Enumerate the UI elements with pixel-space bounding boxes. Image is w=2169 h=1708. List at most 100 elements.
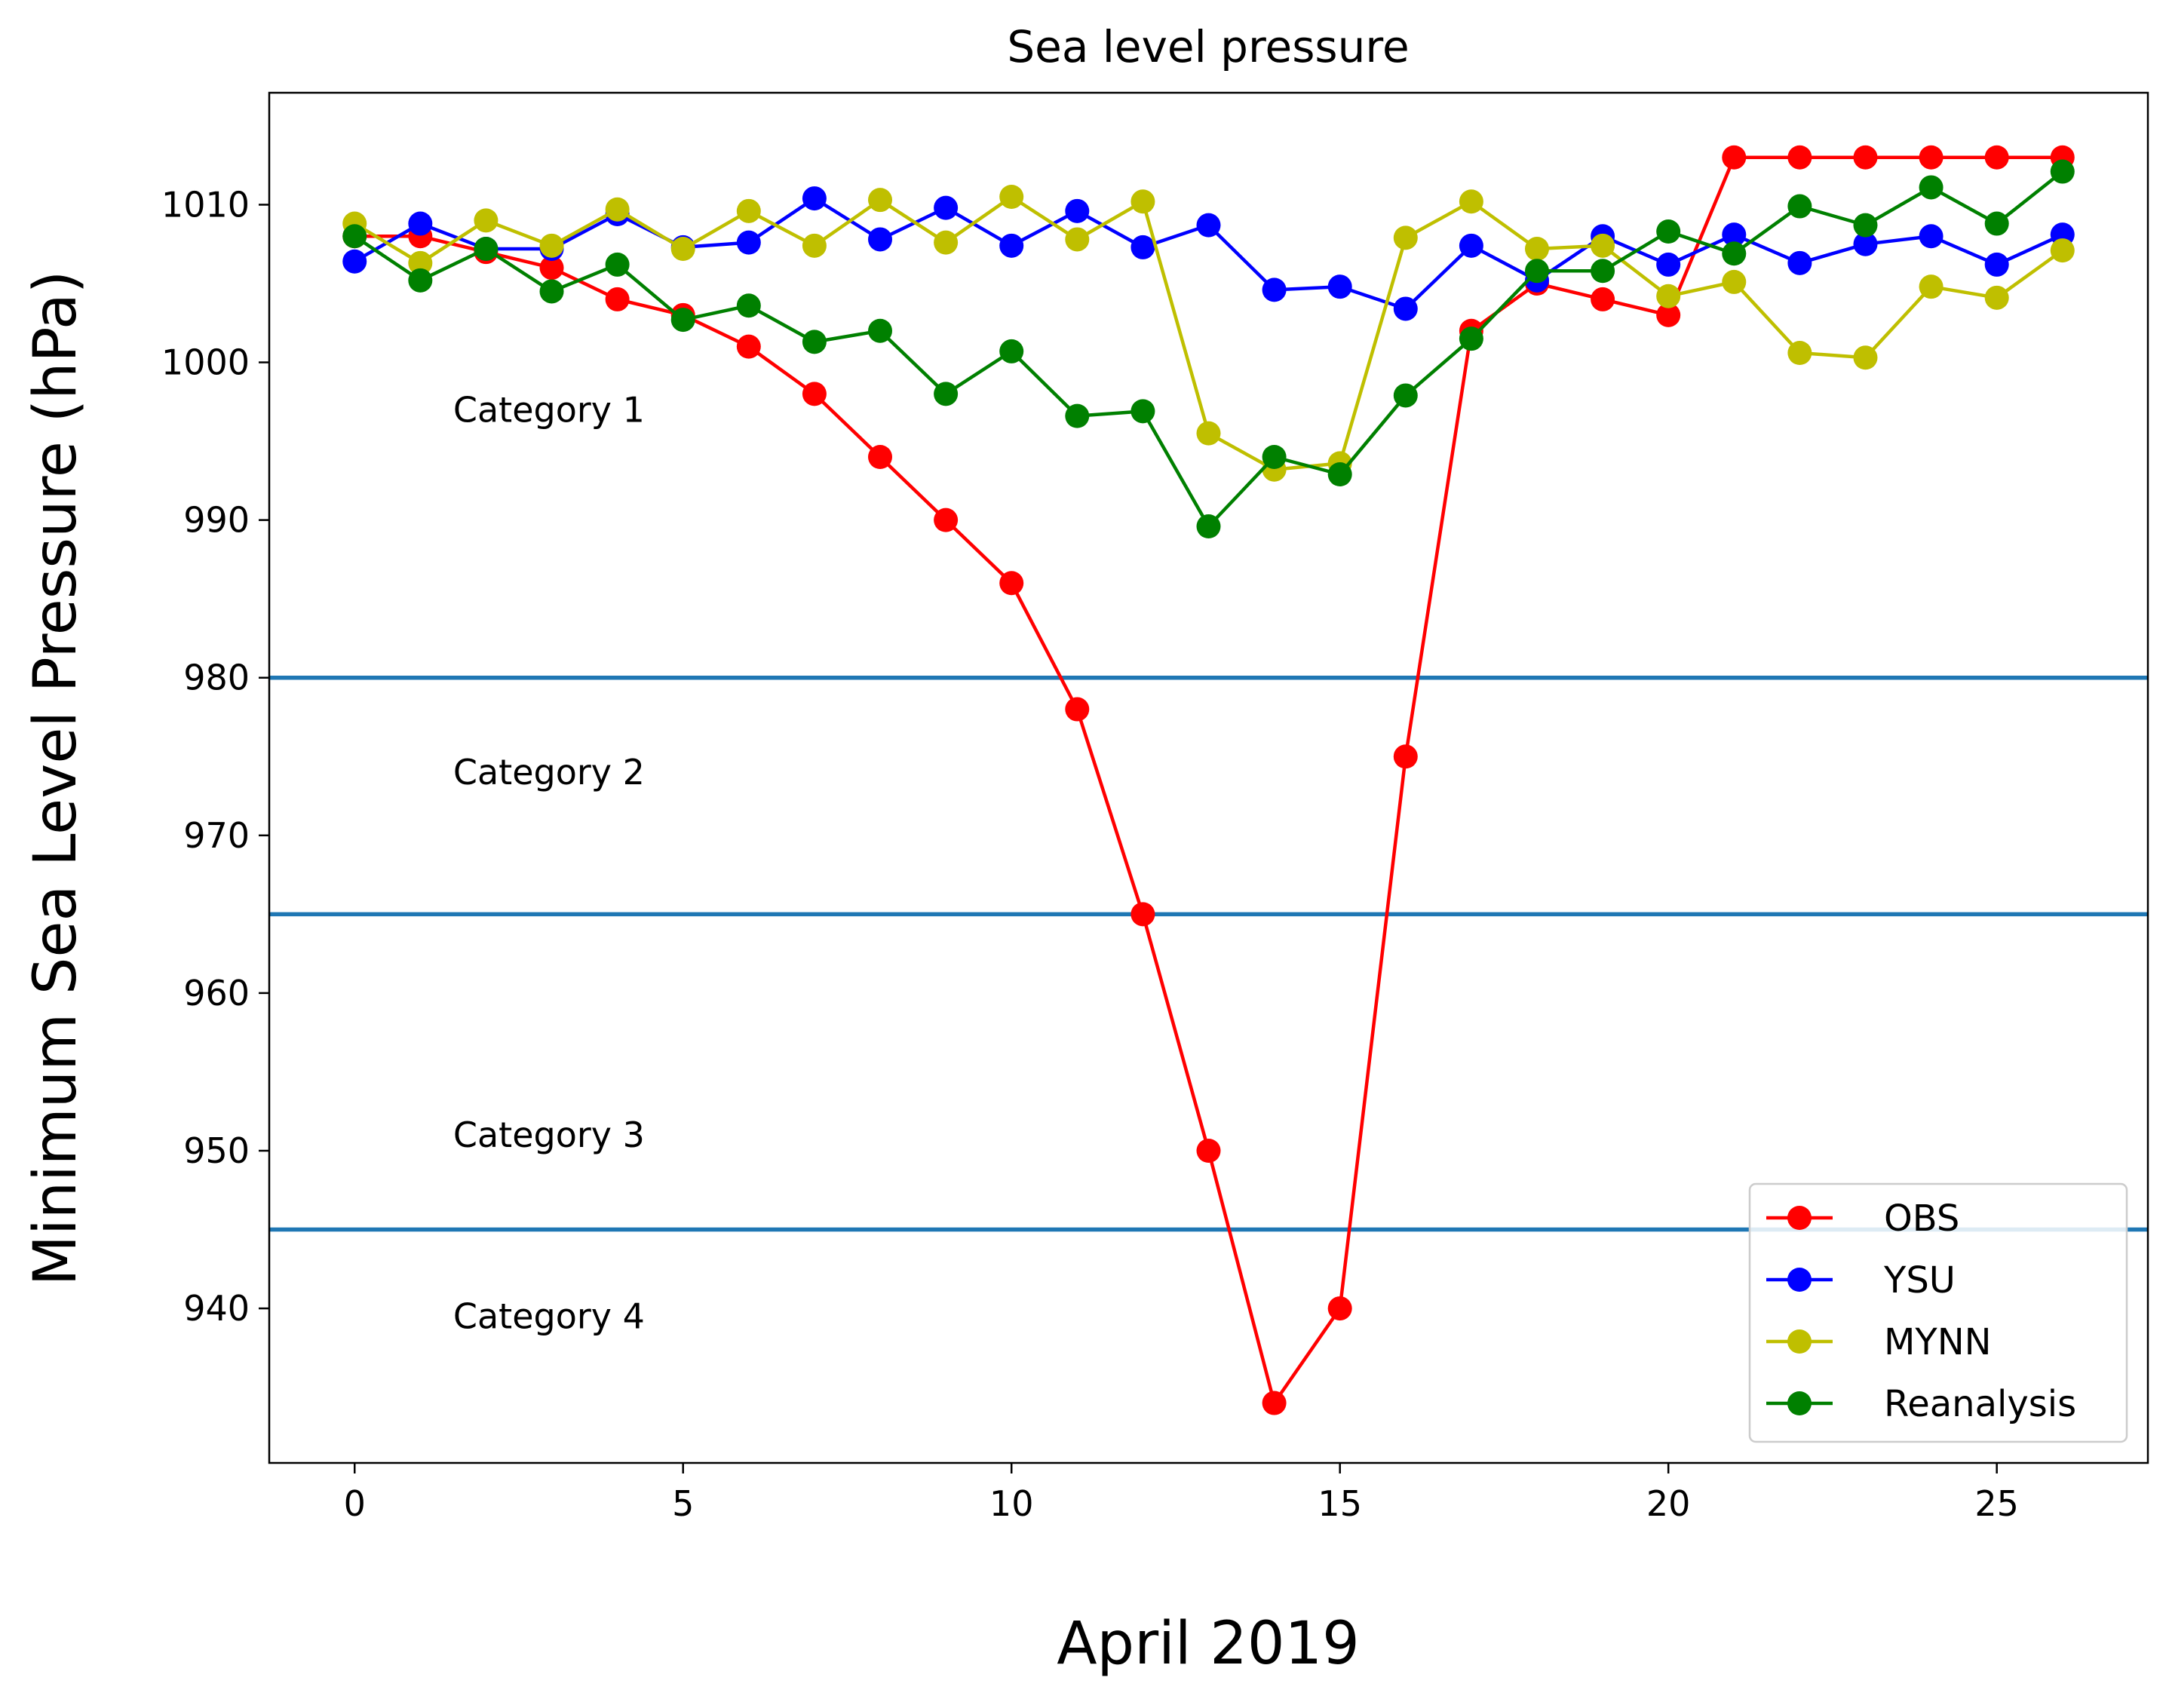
legend-marker-ysu bbox=[1787, 1268, 1812, 1292]
data-point-reanalysis bbox=[408, 268, 433, 293]
data-point-reanalysis bbox=[1065, 403, 1090, 428]
data-point-obs bbox=[1853, 145, 1878, 170]
data-point-ysu bbox=[1131, 235, 1155, 259]
data-point-reanalysis bbox=[670, 308, 695, 333]
x-tick-label: 10 bbox=[989, 1483, 1034, 1524]
data-point-ysu bbox=[1919, 224, 1944, 249]
data-point-reanalysis bbox=[1853, 213, 1878, 238]
data-point-obs bbox=[1984, 145, 2009, 170]
legend-box bbox=[1748, 1182, 2128, 1443]
data-point-reanalysis bbox=[802, 330, 827, 354]
category-annotations: Category 1 Category 2 Category 3 Category 4 bbox=[453, 389, 645, 1336]
data-point-mynn bbox=[1919, 274, 1944, 299]
axes-frame bbox=[268, 91, 2149, 1464]
data-point-mynn bbox=[1591, 233, 1615, 258]
data-point-mynn bbox=[1524, 237, 1549, 261]
data-point-obs bbox=[539, 256, 564, 281]
y-tick-label: 940 bbox=[183, 1288, 250, 1329]
data-point-obs bbox=[999, 571, 1024, 596]
data-point-reanalysis bbox=[1524, 259, 1549, 284]
data-point-ysu bbox=[736, 230, 761, 255]
data-point-mynn bbox=[2050, 238, 2075, 263]
chart-title: Sea level pressure bbox=[1007, 21, 1409, 72]
data-point-ysu bbox=[1459, 233, 1483, 258]
data-point-reanalysis bbox=[1262, 445, 1287, 469]
data-point-ysu bbox=[1656, 252, 1681, 277]
data-point-reanalysis bbox=[474, 237, 499, 261]
y-tick-label: 970 bbox=[183, 815, 250, 856]
axis-ticks: 0 5 10 15 20 25 940 950 960 970 980 990 1000 1010 bbox=[161, 184, 2019, 1524]
x-tick-label: 15 bbox=[1318, 1483, 1362, 1524]
y-tick-label: 1000 bbox=[161, 342, 250, 383]
data-point-mynn bbox=[1853, 345, 1878, 370]
category-label: Category 2 bbox=[453, 752, 645, 793]
data-point-reanalysis bbox=[1459, 327, 1483, 351]
legend-label-reanalysis: Reanalysis bbox=[1884, 1383, 2076, 1425]
y-tick-label: 950 bbox=[183, 1130, 250, 1171]
data-point-mynn bbox=[1787, 341, 1812, 365]
data-point-ysu bbox=[408, 211, 433, 236]
data-point-obs bbox=[1131, 902, 1155, 927]
data-point-obs bbox=[1787, 145, 1812, 170]
data-point-mynn bbox=[408, 250, 433, 275]
data-point-mynn bbox=[999, 185, 1024, 209]
data-point-obs bbox=[934, 507, 959, 532]
x-tick-label: 5 bbox=[672, 1483, 694, 1524]
legend-label-mynn: MYNN bbox=[1884, 1321, 1992, 1363]
data-point-ysu bbox=[802, 186, 827, 211]
data-point-ysu bbox=[1722, 222, 1747, 247]
data-point-ysu bbox=[1853, 232, 1878, 256]
data-point-mynn bbox=[1722, 269, 1747, 294]
data-point-mynn bbox=[868, 188, 893, 213]
legend-marker-reanalysis bbox=[1787, 1391, 1812, 1415]
category-label: Category 3 bbox=[453, 1115, 645, 1155]
data-point-obs bbox=[1327, 1296, 1352, 1321]
data-point-reanalysis bbox=[1656, 219, 1681, 244]
data-point-reanalysis bbox=[1131, 399, 1155, 424]
y-tick-label: 960 bbox=[183, 973, 250, 1013]
data-point-reanalysis bbox=[342, 224, 367, 249]
data-point-reanalysis bbox=[1984, 211, 2009, 236]
data-point-mynn bbox=[605, 197, 630, 222]
x-axis-label: April 2019 bbox=[1057, 1610, 1360, 1678]
data-point-mynn bbox=[1065, 227, 1090, 252]
data-point-mynn bbox=[1196, 421, 1221, 446]
data-point-obs bbox=[1919, 145, 1944, 170]
data-point-mynn bbox=[1459, 189, 1483, 214]
legend-label-obs: OBS bbox=[1884, 1197, 1959, 1240]
data-point-reanalysis bbox=[1196, 514, 1221, 538]
category-label: Category 4 bbox=[453, 1296, 645, 1337]
data-point-mynn bbox=[1656, 284, 1681, 308]
data-point-reanalysis bbox=[868, 318, 893, 343]
data-point-obs bbox=[1262, 1391, 1287, 1415]
data-point-reanalysis bbox=[605, 252, 630, 277]
series-layer bbox=[342, 145, 2075, 1415]
legend-marker-obs bbox=[1787, 1206, 1812, 1230]
legend-label-ysu: YSU bbox=[1883, 1259, 1956, 1302]
data-point-mynn bbox=[802, 233, 827, 258]
data-point-ysu bbox=[934, 195, 959, 220]
data-point-reanalysis bbox=[1591, 259, 1615, 284]
data-point-obs bbox=[1591, 287, 1615, 311]
data-point-mynn bbox=[736, 198, 761, 223]
data-point-ysu bbox=[1984, 252, 2009, 277]
data-point-reanalysis bbox=[1327, 462, 1352, 486]
data-point-reanalysis bbox=[2050, 159, 2075, 184]
data-point-ysu bbox=[1262, 278, 1287, 302]
data-point-ysu bbox=[342, 249, 367, 274]
data-point-ysu bbox=[999, 233, 1024, 258]
data-point-obs bbox=[1656, 302, 1681, 327]
data-point-mynn bbox=[539, 233, 564, 258]
legend: OBS YSU MYNN Reanalysis bbox=[1748, 1182, 2128, 1443]
data-point-reanalysis bbox=[1787, 194, 1812, 219]
x-tick-label: 0 bbox=[344, 1483, 366, 1524]
y-tick-label: 990 bbox=[183, 500, 250, 541]
y-tick-label: 1010 bbox=[161, 184, 250, 225]
data-point-reanalysis bbox=[1919, 175, 1944, 200]
data-point-reanalysis bbox=[1393, 383, 1418, 408]
data-point-ysu bbox=[868, 227, 893, 252]
data-point-ysu bbox=[1065, 198, 1090, 223]
data-point-ysu bbox=[1393, 296, 1418, 321]
